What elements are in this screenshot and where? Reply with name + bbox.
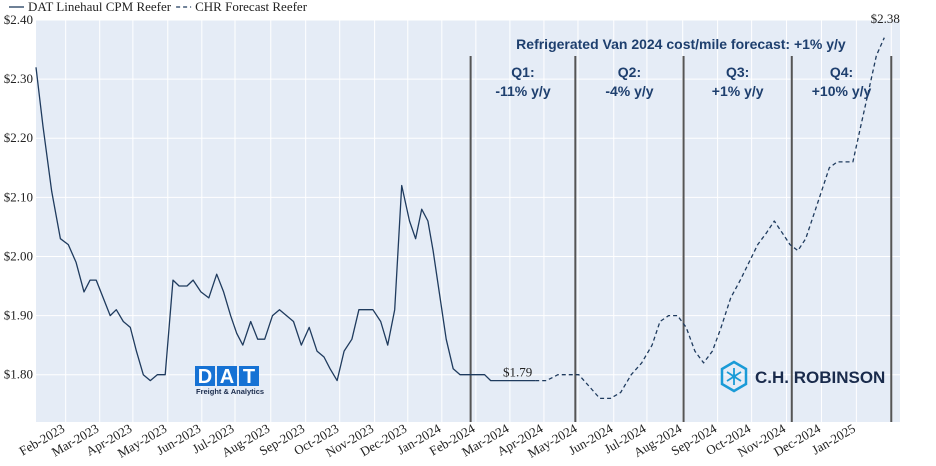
y-tick-label: $2.20 <box>4 130 33 145</box>
quarter-dividers <box>469 56 893 422</box>
legend-label-chr: CHR Forecast Reefer <box>195 0 308 14</box>
dat-logo-tile-t <box>239 366 259 386</box>
y-tick-label: $2.10 <box>4 189 33 204</box>
x-axis: Feb-2023Mar-2023Apr-2023May-2023Jun-2023… <box>17 420 858 460</box>
quarter-change: +10% y/y <box>812 83 872 99</box>
plot-area <box>36 20 900 422</box>
quarter-change: -11% y/y <box>495 83 550 99</box>
dat-logo-tile-d <box>195 366 215 386</box>
y-tick-label: $2.00 <box>4 248 33 263</box>
actual-series-line <box>35 67 536 382</box>
dat-logo-tile-a <box>217 366 237 386</box>
y-tick-label: $1.80 <box>4 367 33 382</box>
y-axis: $1.80 $1.90 $2.00 $2.10 $2.20 $2.30 $2.40 <box>4 12 33 382</box>
forecast-headline: Refrigerated Van 2024 cost/mile forecast… <box>516 36 846 52</box>
dat-logo-letter: A <box>220 366 234 388</box>
point-annotation: $2.38 <box>871 11 900 26</box>
dat-logo-letter: T <box>243 366 255 388</box>
series-layer <box>35 37 885 400</box>
quarter-label: Q4: <box>830 64 853 80</box>
forecast-series-line <box>535 37 885 400</box>
point-annotation: $1.79 <box>503 365 532 380</box>
legend: DAT Linehaul CPM Reefer CHR Forecast Ree… <box>9 0 308 14</box>
quarter-label: Q2: <box>618 64 641 80</box>
quarter-change: -4% y/y <box>605 83 653 99</box>
y-tick-label: $2.30 <box>4 71 33 86</box>
chr-hex-icon <box>720 360 748 393</box>
gridlines <box>36 19 900 422</box>
quarter-label: Q1: <box>511 64 534 80</box>
chr-logo: C.H. ROBINSON <box>720 360 885 393</box>
quarter-label: Q3: <box>726 64 749 80</box>
quarter-labels: Q1: -11% y/y Q2: -4% y/y Q3: +1% y/y Q4: +10% y… <box>495 64 871 99</box>
quarter-change: +1% y/y <box>712 83 764 99</box>
y-tick-label: $1.90 <box>4 308 33 323</box>
chr-logo-wordmark: C.H. ROBINSON <box>755 368 885 387</box>
dat-logo-letter: D <box>198 366 212 388</box>
y-tick-label: $2.40 <box>4 12 33 27</box>
legend-label-dat: DAT Linehaul CPM Reefer <box>28 0 172 14</box>
point-annotations: $1.79 $2.38 <box>503 11 900 380</box>
dat-logo-tagline: Freight & Analytics <box>196 387 264 396</box>
